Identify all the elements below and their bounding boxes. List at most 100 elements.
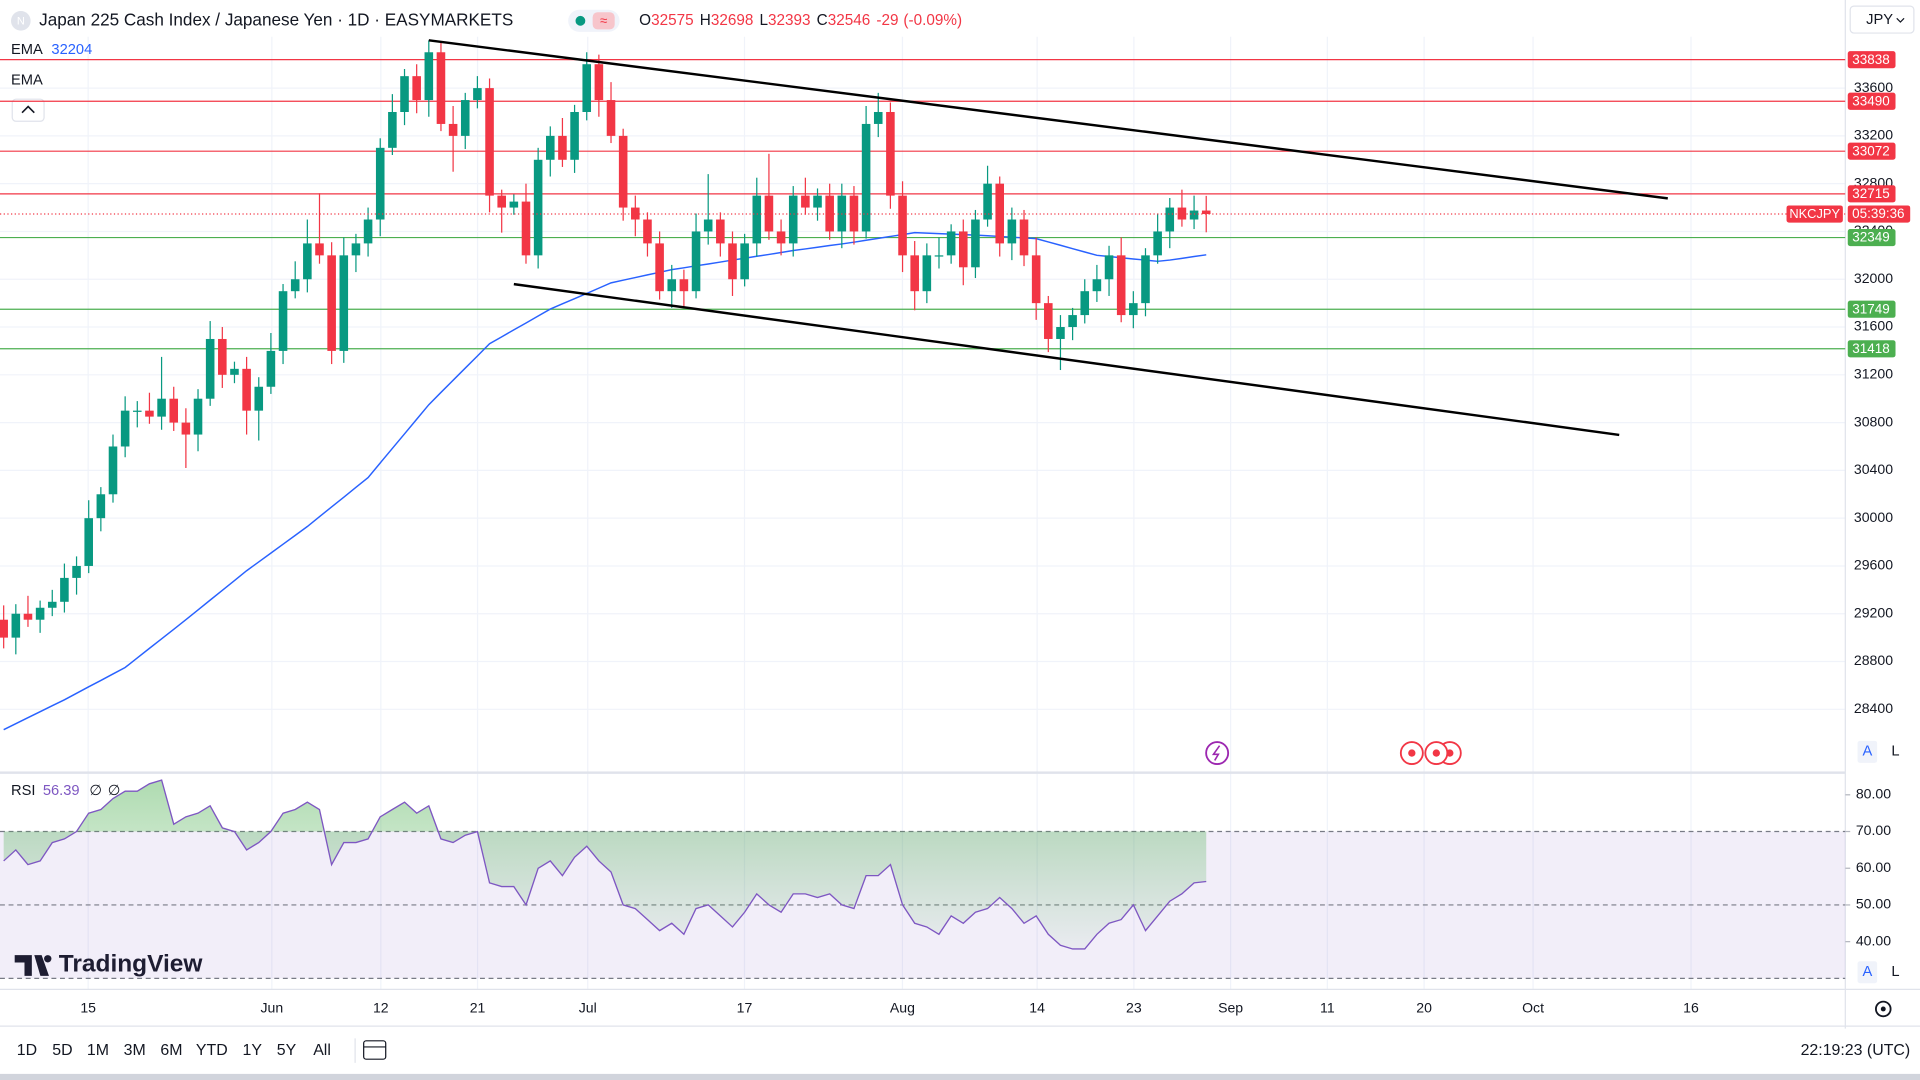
period-button[interactable]: 1M — [87, 1042, 109, 1059]
candle-body — [436, 52, 446, 124]
period-button[interactable]: 6M — [160, 1042, 182, 1059]
candle-body — [776, 231, 786, 244]
event-dividend[interactable] — [1205, 741, 1230, 765]
candle-body — [473, 88, 482, 101]
candle-body — [388, 111, 397, 148]
candle-body — [546, 135, 555, 160]
currency-button[interactable] — [1849, 5, 1915, 34]
candle-body — [242, 368, 251, 411]
data-flag — [592, 12, 615, 30]
candle-body — [169, 398, 179, 423]
candle-body — [375, 147, 385, 220]
ema-name: EMA — [11, 73, 43, 89]
candle-body — [181, 422, 191, 435]
level-tag-label: 32715 — [1852, 186, 1889, 201]
y-tick-label: 30000 — [1854, 509, 1893, 525]
candle-body — [898, 195, 907, 256]
candle-body — [11, 613, 21, 638]
candle-body — [266, 350, 276, 387]
candle-body — [1092, 279, 1102, 292]
y-tick-label: 30800 — [1854, 413, 1893, 429]
candle-body — [825, 195, 834, 232]
candle-body — [485, 88, 494, 196]
level-tag-label: 31418 — [1852, 341, 1889, 356]
candle-body — [1031, 255, 1041, 304]
y-tick-label: 31600 — [1854, 318, 1893, 334]
candle-body — [363, 219, 373, 244]
candle-body — [497, 195, 506, 208]
ohlc-value: 32393 — [768, 12, 811, 29]
x-tick-label: Sep — [1218, 1000, 1243, 1016]
data-flag-icon: ≈ — [600, 13, 608, 28]
level-tag-label: 33490 — [1852, 93, 1889, 108]
candle-body — [254, 386, 264, 411]
candle-body — [716, 219, 725, 244]
scale-button[interactable] — [1885, 961, 1906, 984]
candle-body — [303, 243, 312, 280]
date-range-button[interactable] — [363, 1040, 387, 1060]
candle-body — [958, 231, 968, 268]
candle-body — [910, 255, 919, 292]
change: -29 — [876, 12, 898, 29]
settings-button[interactable] — [1875, 1000, 1892, 1018]
collapse-icon — [21, 105, 35, 114]
candle-body — [205, 338, 215, 399]
candle-body — [290, 279, 300, 292]
candle-body — [424, 52, 434, 101]
ohlc-letter: L — [759, 12, 768, 29]
scale-button[interactable] — [1857, 961, 1878, 984]
candle-body — [643, 219, 652, 244]
candle-body — [1104, 255, 1114, 280]
candle-body — [558, 135, 567, 160]
candle-body — [533, 159, 543, 256]
x-tick-label: 14 — [1029, 1000, 1045, 1016]
ema-value: 32204 — [51, 42, 92, 58]
candle-body — [327, 255, 336, 351]
candle-body — [108, 446, 118, 495]
period-button[interactable]: YTD — [196, 1042, 228, 1059]
candle-body — [96, 494, 106, 519]
candle-body — [278, 291, 288, 351]
candle-body — [84, 518, 93, 566]
rsi-tick-label: 70.00 — [1856, 822, 1891, 838]
candle-body — [667, 279, 677, 292]
period-button[interactable]: 5Y — [277, 1042, 297, 1059]
scale-button[interactable] — [1857, 740, 1878, 763]
candle-body — [861, 123, 871, 232]
period-button[interactable]: 3M — [124, 1042, 146, 1059]
y-tick-label: 28800 — [1854, 652, 1893, 668]
candle-body — [509, 201, 519, 208]
x-tick-label: Jun — [260, 1000, 283, 1016]
period-button[interactable]: 5D — [52, 1042, 72, 1059]
clock: 22:19:23 (UTC) — [1801, 1042, 1911, 1059]
price-pane — [0, 39, 1846, 731]
event-group[interactable] — [1399, 741, 1462, 765]
level-tag — [1847, 300, 1896, 318]
candle-body — [218, 338, 227, 375]
candle-body — [1056, 327, 1065, 339]
candle-body — [740, 243, 749, 280]
period-button[interactable]: 1Y — [243, 1042, 263, 1059]
candle-body — [400, 76, 409, 112]
period-button[interactable]: All — [313, 1042, 331, 1059]
period-button[interactable]: 1D — [17, 1042, 37, 1059]
rsi-value: 56.39 — [43, 783, 80, 799]
trend-line — [513, 282, 1620, 437]
candle-body — [1068, 315, 1077, 328]
x-tick-label: Oct — [1522, 1000, 1544, 1016]
candle-body — [412, 76, 421, 101]
candle-body — [934, 255, 944, 257]
ohlc-value: 32575 — [651, 12, 694, 29]
level-tag-label: 33838 — [1852, 52, 1889, 67]
rsi-nan: ∅ — [89, 783, 102, 799]
event-dot — [1408, 749, 1416, 757]
ohlc-letter: O — [639, 12, 651, 29]
candle-body — [618, 135, 628, 208]
scale-button[interactable] — [1885, 740, 1906, 763]
y-tick-label: 29200 — [1854, 604, 1893, 620]
candle-body — [1019, 219, 1029, 256]
collapse-button[interactable] — [11, 98, 45, 122]
symbol-tag-label: NKCJPY — [1789, 206, 1840, 221]
bottom-strip — [0, 1073, 1920, 1080]
